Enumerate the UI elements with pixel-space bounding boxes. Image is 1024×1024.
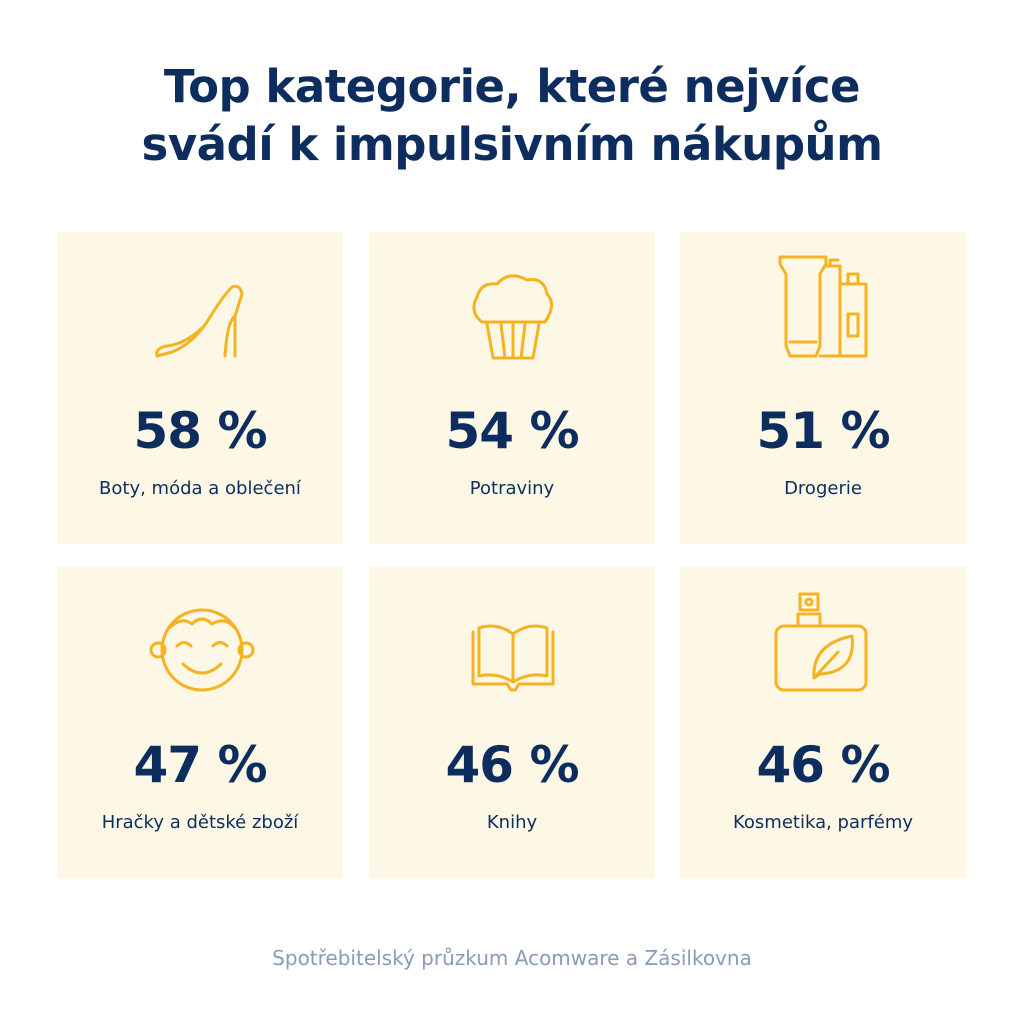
- muffin-icon: [472, 274, 553, 360]
- card: 46 % Kosmetika, parfémy: [680, 566, 966, 878]
- title: Top kategorie, které nejvíce svádí k imp…: [0, 58, 1024, 174]
- card: 51 % Drogerie: [680, 232, 966, 544]
- card-value: 46 %: [445, 736, 579, 794]
- card-value: 46 %: [756, 736, 890, 794]
- card-label: Potraviny: [469, 478, 555, 499]
- card: 58 % Boty, móda a oblečení: [57, 232, 343, 544]
- child-icon: [149, 608, 255, 692]
- card-value: 51 %: [756, 402, 890, 460]
- card-value: 58 %: [133, 402, 267, 460]
- title-line: svádí k impulsivním nákupům: [141, 118, 883, 171]
- card-label: Hračky a dětské zboží: [101, 812, 299, 833]
- card: 46 % Knihy: [369, 566, 655, 878]
- bottles-icon: [778, 255, 868, 358]
- card-label: Boty, móda a oblečení: [99, 478, 301, 499]
- source: Spotřebitelský průzkum Acomware a Zásilk…: [272, 946, 752, 970]
- card-label: Kosmetika, parfémy: [733, 812, 913, 833]
- card-value: 54 %: [445, 402, 579, 460]
- card: 47 % Hračky a dětské zboží: [57, 566, 343, 878]
- shoe-icon: [155, 284, 244, 358]
- book-icon: [471, 624, 555, 692]
- card-label: Knihy: [486, 812, 538, 833]
- title-line: Top kategorie, které nejvíce: [163, 60, 861, 113]
- card: 54 % Potraviny: [369, 232, 655, 544]
- card-value: 47 %: [133, 736, 267, 794]
- card-label: Drogerie: [784, 478, 862, 499]
- perfume-icon: [774, 592, 868, 692]
